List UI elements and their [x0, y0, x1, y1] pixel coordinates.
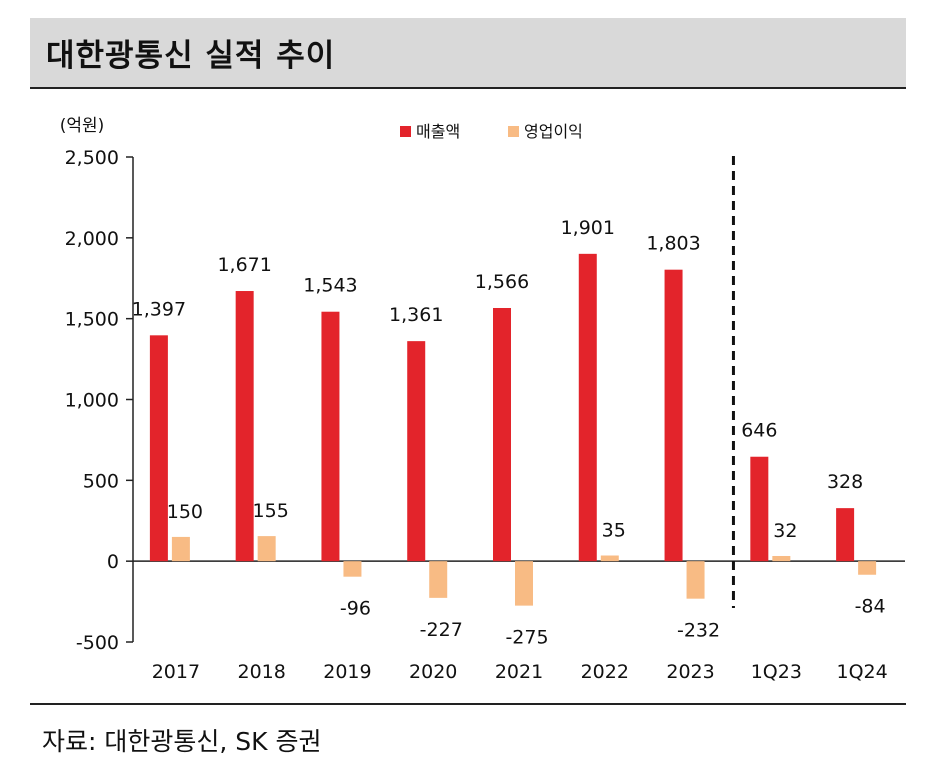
- y-tick-label: 0: [107, 551, 119, 573]
- data-label-op-income-2023: -232: [677, 620, 720, 642]
- bar-revenue-1Q24: [836, 508, 855, 562]
- data-label-revenue-2018: 1,671: [217, 254, 271, 276]
- bar-op-income-2020: [429, 561, 448, 598]
- x-tick-label-2018: 2018: [237, 661, 285, 683]
- data-label-op-income-2020: -227: [420, 619, 463, 641]
- bar-op-income-2021: [515, 561, 533, 606]
- bar-op-income-1Q24: [858, 561, 877, 575]
- x-tick-label-2021: 2021: [495, 661, 543, 683]
- bar-revenue-2019: [321, 311, 340, 562]
- x-tick-label-1Q24: 1Q24: [836, 661, 887, 683]
- bottom-rule: [30, 703, 906, 705]
- bar-revenue-2021: [493, 307, 511, 562]
- bar-revenue-2018: [235, 291, 254, 562]
- y-tick-label: 2,000: [65, 228, 119, 250]
- data-label-revenue-2021: 1,566: [475, 271, 529, 293]
- data-label-op-income-2019: -96: [340, 598, 371, 620]
- data-label-op-income-1Q24: -84: [855, 596, 886, 618]
- bar-op-income-2022: [600, 555, 619, 562]
- y-tick-label: 1,500: [65, 309, 119, 331]
- x-tick-label-2023: 2023: [666, 661, 714, 683]
- data-label-op-income-2018: 155: [253, 500, 289, 522]
- bar-revenue-2022: [578, 253, 597, 562]
- bar-revenue-1Q23: [750, 456, 769, 562]
- x-tick-label-1Q23: 1Q23: [751, 661, 802, 683]
- page-title: 대한광통신 실적 추이: [46, 38, 336, 74]
- bar-revenue-2017: [149, 335, 168, 562]
- data-label-revenue-2022: 1,901: [561, 217, 615, 239]
- x-tick-label-2017: 2017: [152, 661, 200, 683]
- legend-label-op-income: 영업이익: [524, 122, 583, 141]
- legend-label-revenue: 매출액: [416, 122, 460, 141]
- source-note: 자료: 대한광통신, SK 증권: [42, 727, 322, 756]
- x-tick-label-2019: 2019: [323, 661, 371, 683]
- bar-revenue-2020: [407, 341, 426, 562]
- bar-op-income-2019: [343, 561, 362, 577]
- data-label-revenue-1Q23: 646: [741, 420, 777, 442]
- data-label-revenue-1Q24: 328: [827, 471, 863, 493]
- data-label-revenue-2019: 1,543: [303, 275, 357, 297]
- y-tick-label: -500: [76, 632, 119, 654]
- bar-op-income-2018: [257, 536, 276, 562]
- y-tick-label: 500: [83, 470, 119, 492]
- x-tick-label-2020: 2020: [409, 661, 457, 683]
- y-tick-label: 2,500: [65, 147, 119, 169]
- bar-op-income-2017: [171, 536, 190, 562]
- data-label-revenue-2023: 1,803: [646, 233, 700, 255]
- y-tick-label: 1,000: [65, 390, 119, 412]
- data-label-op-income-1Q23: 32: [773, 520, 797, 542]
- data-label-op-income-2022: 35: [602, 520, 626, 542]
- legend-swatch-revenue: [400, 126, 411, 137]
- legend-swatch-op-income: [508, 126, 519, 137]
- data-label-op-income-2021: -275: [505, 627, 548, 649]
- bar-op-income-2023: [686, 561, 705, 599]
- unit-label: (억원): [60, 116, 105, 136]
- data-label-revenue-2017: 1,397: [132, 298, 186, 320]
- bar-revenue-2023: [664, 269, 683, 562]
- x-tick-label-2022: 2022: [581, 661, 629, 683]
- bar-op-income-1Q23: [772, 555, 791, 562]
- title-bar: 대한광통신 실적 추이: [30, 18, 906, 89]
- data-label-op-income-2017: 150: [167, 501, 203, 523]
- data-label-revenue-2020: 1,361: [389, 304, 443, 326]
